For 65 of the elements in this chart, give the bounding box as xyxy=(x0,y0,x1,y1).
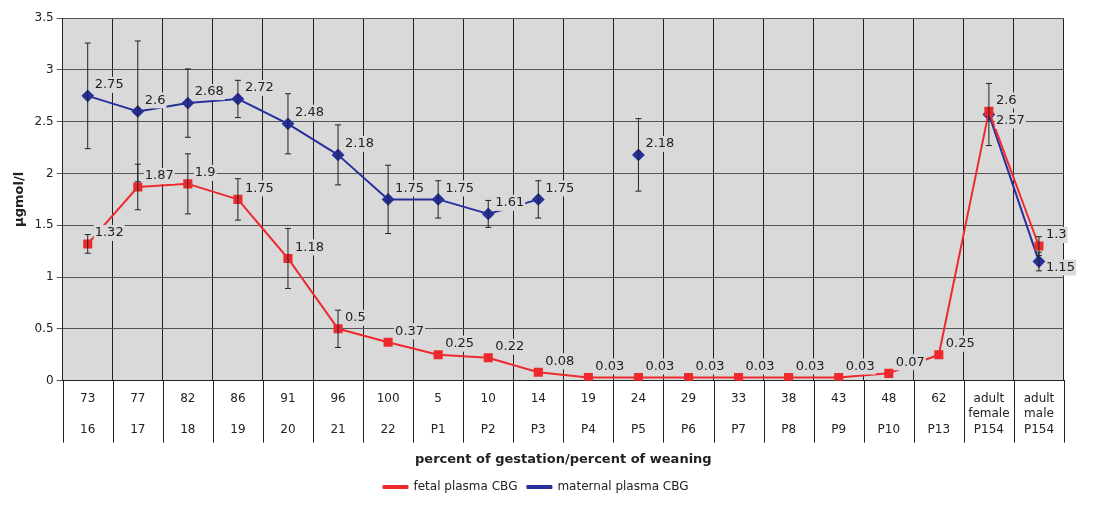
data-label: 0.03 xyxy=(645,357,675,373)
data-label: 2.18 xyxy=(345,135,374,151)
data-label: 0.22 xyxy=(495,338,525,354)
data-label: 0.5 xyxy=(345,309,366,325)
data-label: 1.75 xyxy=(545,179,575,195)
category-label: 96 21 xyxy=(330,390,346,436)
data-label: 2.18 xyxy=(645,135,675,151)
data-label: 1.3 xyxy=(1045,226,1067,242)
category-label: 62 P13 xyxy=(927,390,951,436)
category-label: 48 P10 xyxy=(877,390,901,436)
legend-label: maternal plasma CBG xyxy=(557,479,689,494)
data-label: 0.25 xyxy=(445,335,475,351)
category-label: 77 17 xyxy=(130,390,146,436)
data-label: 0.25 xyxy=(945,335,975,351)
data-label: 1.9 xyxy=(194,164,216,180)
category-label: 24 P5 xyxy=(630,390,647,436)
data-label: 1.75 xyxy=(445,179,475,195)
y-axis-title: µgmol/l xyxy=(11,171,27,227)
category-label: 5 P1 xyxy=(430,390,446,436)
category-label: 86 19 xyxy=(230,390,246,436)
data-label: 1.87 xyxy=(144,167,174,183)
data-label: 0.37 xyxy=(395,322,425,338)
y-tick-label: 3.5 xyxy=(34,10,54,25)
category-label: 29 P6 xyxy=(680,390,697,436)
data-label: 1.18 xyxy=(294,238,324,254)
x-tick-label: adult female P154 xyxy=(968,390,1010,436)
legend-label: fetal plasma CBG xyxy=(413,479,518,494)
data-label: 0.03 xyxy=(595,357,625,373)
data-label: 2.57 xyxy=(995,111,1025,127)
data-label: 0.03 xyxy=(745,357,775,373)
category-label: 82 18 xyxy=(180,390,196,436)
y-tick-label: 2 xyxy=(46,165,54,180)
data-label: 0.08 xyxy=(545,352,575,368)
x-axis-title: percent of gestation/percent of weaning xyxy=(415,450,712,466)
y-tick-label: 0.5 xyxy=(34,320,54,335)
data-label: 2.68 xyxy=(194,83,224,99)
data-label: 1.15 xyxy=(1045,258,1075,274)
y-tick-label: 3 xyxy=(46,62,54,77)
category-label: 100 22 xyxy=(376,390,400,436)
data-label: 1.75 xyxy=(244,179,274,195)
data-label: 2.6 xyxy=(144,91,166,107)
category-label: 91 20 xyxy=(280,390,296,436)
data-label: 1.61 xyxy=(495,194,525,210)
x-tick-label: adult male P154 xyxy=(1023,390,1055,436)
y-tick-label: 0 xyxy=(46,372,54,387)
category-label: 73 16 xyxy=(80,390,96,436)
y-tick-label: 1 xyxy=(46,269,54,284)
category-label: 33 P7 xyxy=(730,390,747,436)
data-label: 0.03 xyxy=(695,357,725,373)
data-label: 2.6 xyxy=(995,91,1017,107)
category-label: 14 P3 xyxy=(530,390,546,436)
category-label: 10 P2 xyxy=(480,390,496,436)
data-label: 2.72 xyxy=(244,79,274,95)
data-label: 0.03 xyxy=(795,357,825,373)
category-label: 38 P8 xyxy=(781,390,797,436)
y-tick-label: 1.5 xyxy=(34,217,54,232)
data-label: 1.32 xyxy=(94,224,124,240)
y-tick-label: 2.5 xyxy=(34,113,54,128)
data-label: 0.03 xyxy=(845,357,875,373)
data-label: 2.75 xyxy=(94,76,124,92)
category-label: 43 P9 xyxy=(831,390,847,436)
data-label: 0.07 xyxy=(895,353,925,369)
data-label: 1.75 xyxy=(395,179,425,195)
category-label: 19 P4 xyxy=(580,390,597,436)
data-label: 2.48 xyxy=(294,104,324,120)
